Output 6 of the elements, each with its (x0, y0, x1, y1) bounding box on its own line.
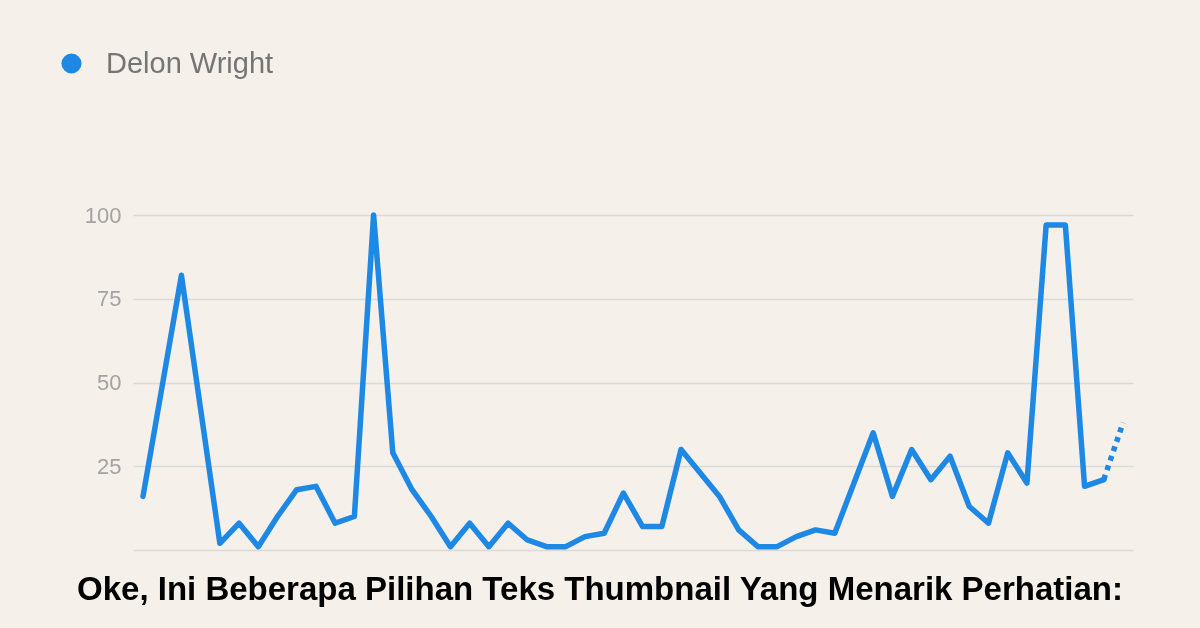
legend-label: Delon Wright (106, 46, 274, 79)
text: Oke, Ini Beberapa Pilihan Teks Thumbnail Yang Menarik Perhatian: (77, 570, 1123, 607)
y-tick-label: 100 (84, 202, 122, 228)
y-tick-label: 75 (97, 286, 122, 312)
y-tick-label: 25 (97, 453, 122, 479)
y-tick-label: 50 (97, 370, 122, 395)
